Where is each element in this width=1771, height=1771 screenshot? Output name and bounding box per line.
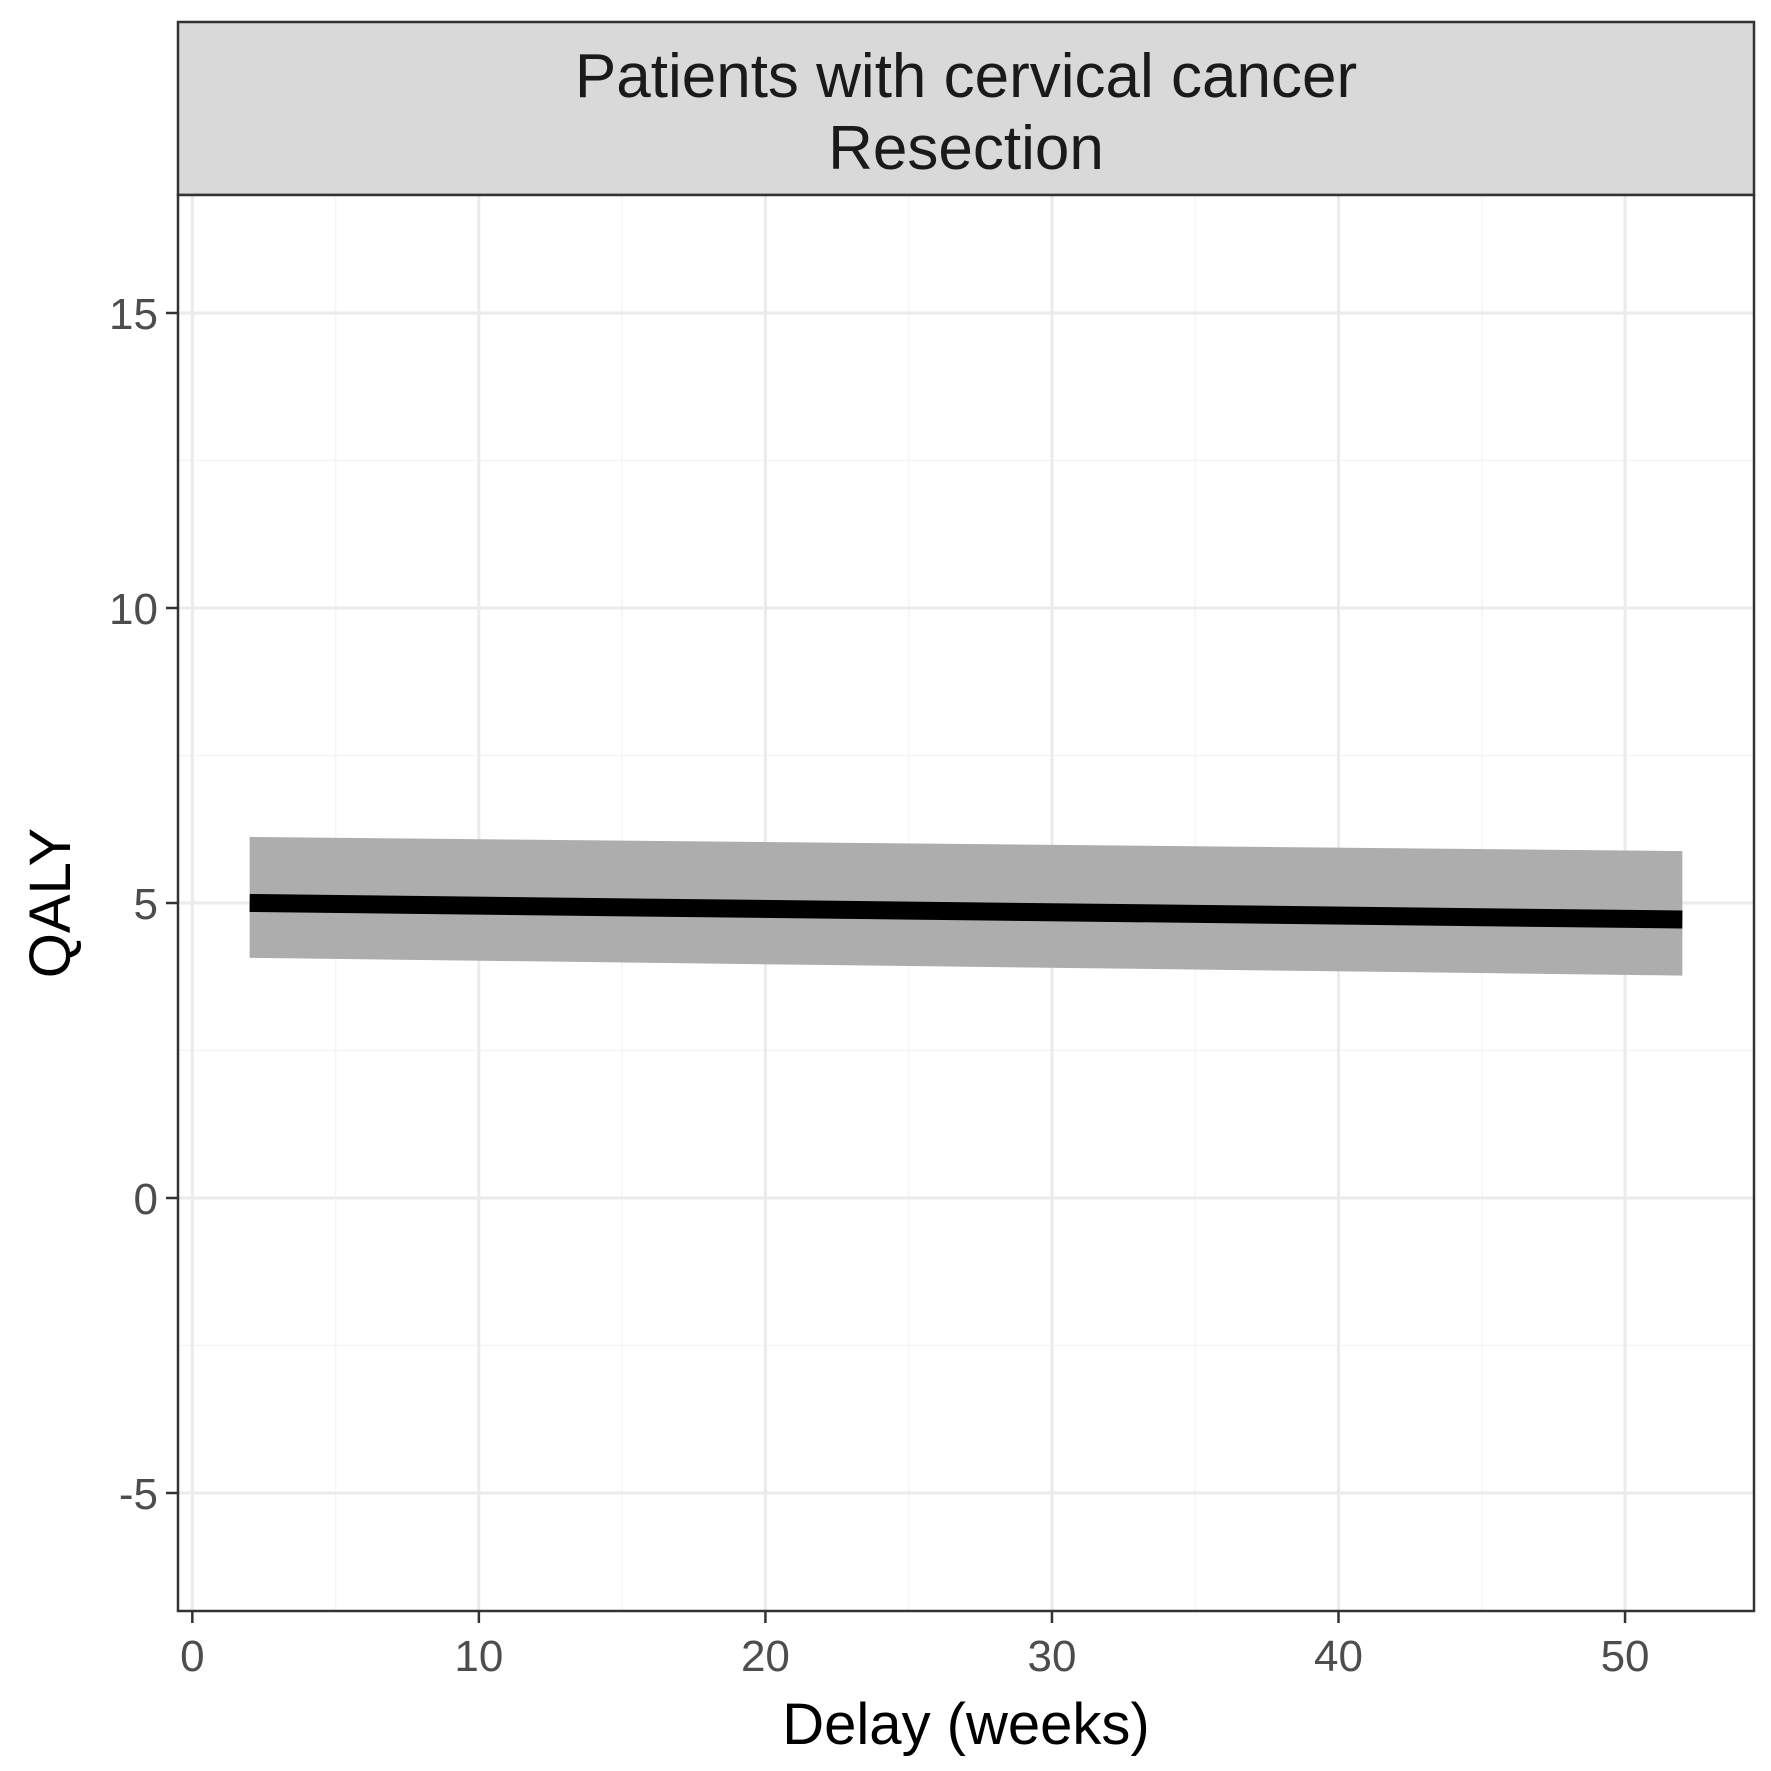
x-axis-title: Delay (weeks) <box>782 1692 1149 1757</box>
y-tick-label: 10 <box>109 585 158 634</box>
y-axis: -5 0 5 10 15 <box>109 290 178 1519</box>
chart-title: Patients with cervical cancer <box>575 42 1357 111</box>
chart-subtitle: Resection <box>828 114 1104 183</box>
x-axis: 0 10 20 30 40 50 <box>180 1611 1650 1681</box>
x-tick-label: 50 <box>1601 1632 1650 1681</box>
data-marks <box>249 836 1683 976</box>
x-tick-label: 20 <box>741 1632 790 1681</box>
x-tick-label: 0 <box>180 1632 204 1681</box>
y-tick-label: 5 <box>134 880 158 929</box>
y-tick-label: 0 <box>134 1175 158 1224</box>
y-axis-title: QALY <box>18 828 83 978</box>
x-tick-label: 40 <box>1314 1632 1363 1681</box>
x-tick-label: 10 <box>454 1632 503 1681</box>
y-tick-label: -5 <box>119 1470 158 1519</box>
series-line <box>249 894 1683 929</box>
x-tick-label: 30 <box>1027 1632 1076 1681</box>
facet-strip <box>176 20 1756 197</box>
y-tick-label: 15 <box>109 290 158 339</box>
